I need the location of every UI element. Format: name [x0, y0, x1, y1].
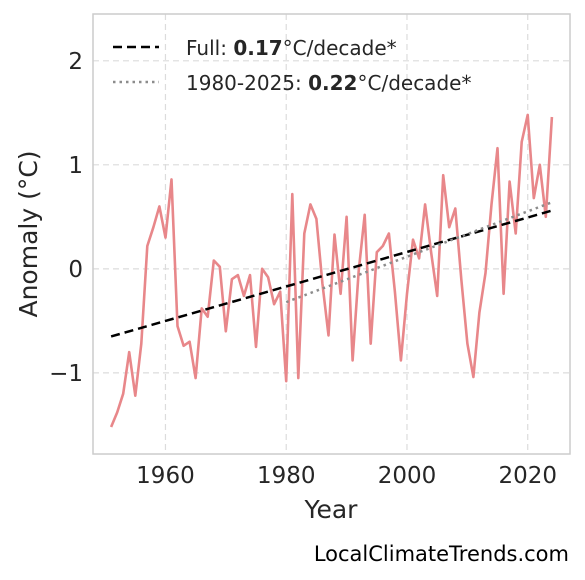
legend-full-rate: 0.17 [233, 36, 282, 60]
full-trend-line [110, 209, 553, 338]
x-axis-title: Year [304, 495, 359, 524]
y-axis-title: Anomaly (°C) [14, 150, 43, 317]
plot-frame [92, 13, 571, 455]
legend-full-entry: Full: 0.17°C/decade* [186, 36, 397, 60]
x-tick-labels: 1960 1980 2000 2020 [136, 463, 557, 489]
legend-recent-entry: 1980-2025: 0.22°C/decade* [186, 71, 471, 95]
legend: Full: 0.17°C/decade* 1980-2025: 0.22°C/d… [113, 36, 471, 95]
legend-recent-unit: °C/decade* [357, 71, 471, 95]
legend-full-unit: °C/decade* [283, 36, 397, 60]
x-tick-label: 2020 [498, 463, 557, 489]
anomaly-series-line [109, 113, 554, 428]
series-layer [109, 113, 554, 428]
y-tick-label: 2 [68, 49, 83, 75]
legend-recent-name: 1980-2025 [186, 71, 295, 95]
y-tick-label: −1 [49, 361, 83, 387]
legend-recent-rate: 0.22 [308, 71, 357, 95]
trend-layer [110, 201, 553, 338]
y-tick-label: 1 [68, 153, 83, 179]
x-tick-label: 1960 [136, 463, 195, 489]
x-tick-label: 2000 [378, 463, 437, 489]
y-tick-label: 0 [68, 257, 83, 283]
legend-full-name: Full [186, 36, 220, 60]
y-tick-labels: −1 0 1 2 [49, 49, 83, 387]
x-tick-label: 1980 [257, 463, 316, 489]
source-label: LocalClimateTrends.com [314, 542, 569, 566]
recent-trend-line [285, 201, 553, 304]
